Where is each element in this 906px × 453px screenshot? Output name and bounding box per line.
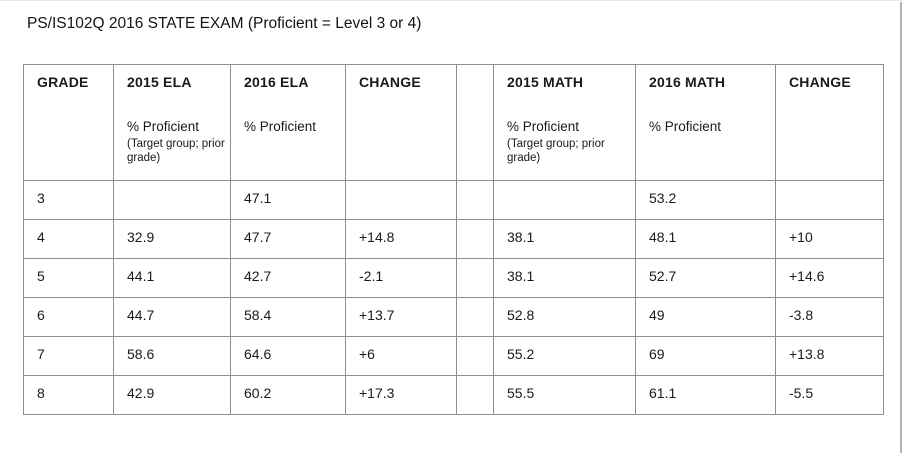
table-row-grade-8: 8 42.9 60.2 +17.3 55.5 61.1 -5.5 — [23, 375, 884, 415]
header-2015-ela: 2015 ELA % Proficient (Target group; pri… — [113, 64, 231, 181]
ela-2016-cell: 60.2 — [230, 375, 346, 415]
ela-change-cell: +6 — [345, 336, 457, 376]
ela-change-cell: +13.7 — [345, 297, 457, 337]
ela-2016-cell: 42.7 — [230, 258, 346, 298]
math-change-cell: +14.6 — [775, 258, 884, 298]
header-2015-ela-sub: % Proficient — [127, 119, 200, 134]
math-2015-cell: 38.1 — [493, 219, 636, 259]
spacer-cell — [456, 297, 494, 337]
header-2015-math-sub: % Proficient — [507, 119, 580, 134]
table-header-row: GRADE 2015 ELA % Proficient (Target grou… — [23, 64, 884, 181]
header-2016-ela-label: 2016 ELA — [244, 74, 309, 90]
grade-cell: 6 — [23, 297, 114, 337]
spacer-cell — [456, 180, 494, 220]
header-grade-label: GRADE — [37, 74, 89, 90]
ela-2016-cell: 64.6 — [230, 336, 346, 376]
exam-results-table: GRADE 2015 ELA % Proficient (Target grou… — [23, 64, 884, 415]
page-title: PS/IS102Q 2016 STATE EXAM (Proficient = … — [27, 15, 422, 32]
math-2015-cell: 55.2 — [493, 336, 636, 376]
math-change-cell: +13.8 — [775, 336, 884, 376]
header-2016-math-sub: % Proficient — [649, 119, 722, 134]
math-2016-cell: 53.2 — [635, 180, 776, 220]
spacer-cell — [456, 375, 494, 415]
table-row-grade-5: 5 44.1 42.7 -2.1 38.1 52.7 +14.6 — [23, 258, 884, 298]
header-math-change-label: CHANGE — [789, 74, 851, 90]
math-2016-cell: 52.7 — [635, 258, 776, 298]
table-row-grade-6: 6 44.7 58.4 +13.7 52.8 49 -3.8 — [23, 297, 884, 337]
header-2016-math: 2016 MATH % Proficient — [635, 64, 776, 181]
header-2015-ela-note: (Target group; prior grade) — [127, 138, 225, 164]
math-2016-cell: 69 — [635, 336, 776, 376]
math-2015-cell — [493, 180, 636, 220]
table-row-grade-4: 4 32.9 47.7 +14.8 38.1 48.1 +10 — [23, 219, 884, 259]
grade-cell: 8 — [23, 375, 114, 415]
ela-2016-cell: 58.4 — [230, 297, 346, 337]
header-grade: GRADE — [23, 64, 114, 181]
ela-2016-cell: 47.7 — [230, 219, 346, 259]
header-2016-math-label: 2016 MATH — [649, 74, 726, 90]
math-2016-cell: 48.1 — [635, 219, 776, 259]
math-change-cell — [775, 180, 884, 220]
spacer-cell — [456, 258, 494, 298]
ela-2015-cell: 42.9 — [113, 375, 231, 415]
header-2015-math: 2015 MATH % Proficient (Target group; pr… — [493, 64, 636, 181]
header-2016-ela: 2016 ELA % Proficient — [230, 64, 346, 181]
ela-change-cell — [345, 180, 457, 220]
math-2015-cell: 38.1 — [493, 258, 636, 298]
grade-cell: 5 — [23, 258, 114, 298]
ela-change-cell: +17.3 — [345, 375, 457, 415]
math-2016-cell: 61.1 — [635, 375, 776, 415]
math-change-cell: -3.8 — [775, 297, 884, 337]
header-math-change: CHANGE — [775, 64, 884, 181]
ela-change-cell: -2.1 — [345, 258, 457, 298]
spacer-header-cell — [456, 64, 494, 181]
header-ela-change: CHANGE — [345, 64, 457, 181]
grade-cell: 3 — [23, 180, 114, 220]
math-2016-cell: 49 — [635, 297, 776, 337]
header-2015-ela-label: 2015 ELA — [127, 74, 192, 90]
math-2015-cell: 55.5 — [493, 375, 636, 415]
header-ela-change-label: CHANGE — [359, 74, 421, 90]
spacer-cell — [456, 219, 494, 259]
header-2015-math-label: 2015 MATH — [507, 74, 584, 90]
table-row-grade-7: 7 58.6 64.6 +6 55.2 69 +13.8 — [23, 336, 884, 376]
ela-2015-cell: 32.9 — [113, 219, 231, 259]
grade-cell: 4 — [23, 219, 114, 259]
math-change-cell: +10 — [775, 219, 884, 259]
header-2016-ela-sub: % Proficient — [244, 119, 317, 134]
math-change-cell: -5.5 — [775, 375, 884, 415]
math-2015-cell: 52.8 — [493, 297, 636, 337]
header-2015-math-note: (Target group; prior grade) — [507, 138, 605, 164]
ela-2015-cell: 44.1 — [113, 258, 231, 298]
grade-cell: 7 — [23, 336, 114, 376]
ela-2015-cell — [113, 180, 231, 220]
table-row-grade-3: 3 47.1 53.2 — [23, 180, 884, 220]
ela-2015-cell: 58.6 — [113, 336, 231, 376]
spacer-cell — [456, 336, 494, 376]
ela-2015-cell: 44.7 — [113, 297, 231, 337]
ela-2016-cell: 47.1 — [230, 180, 346, 220]
page-right-edge — [900, 2, 902, 453]
page-top-edge — [0, 0, 902, 1]
ela-change-cell: +14.8 — [345, 219, 457, 259]
